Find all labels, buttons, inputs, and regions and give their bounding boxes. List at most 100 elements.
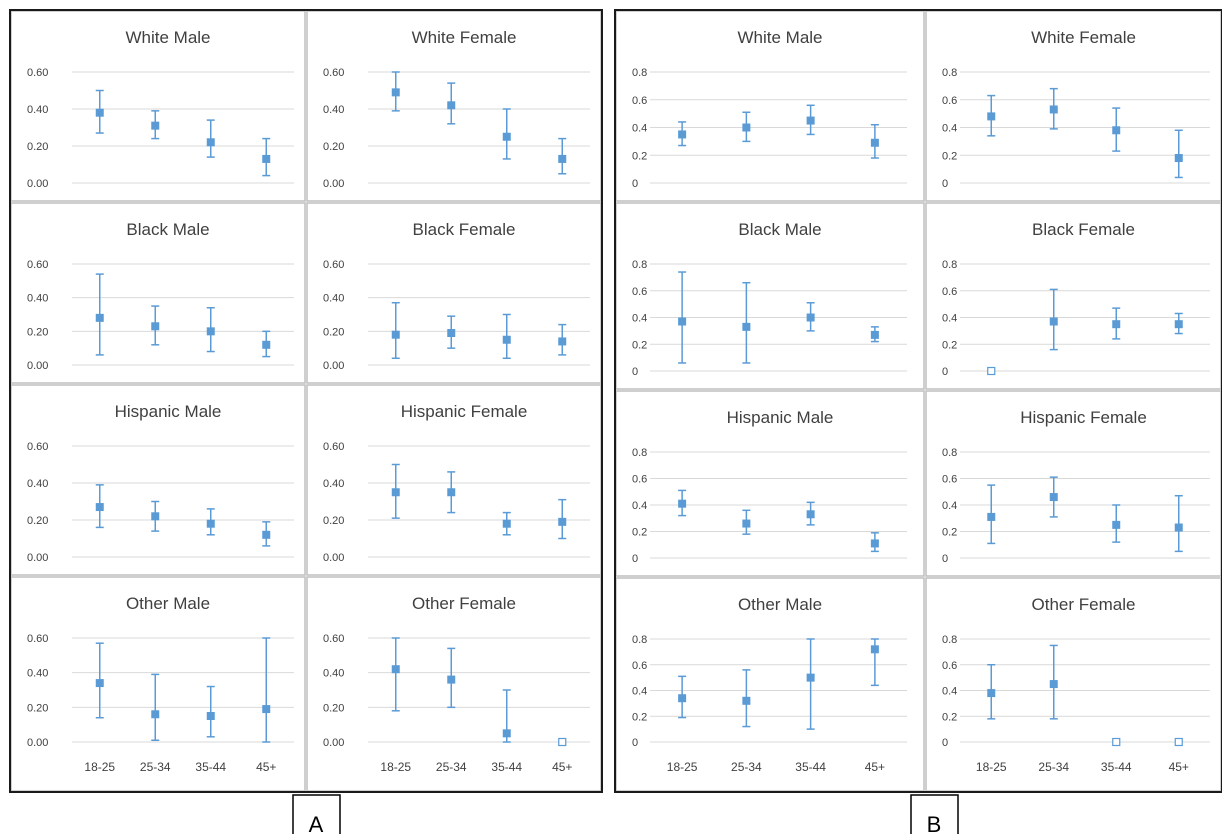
data-point — [1049, 493, 1058, 502]
data-point — [1174, 523, 1183, 532]
y-tick-label: 0.20 — [27, 702, 48, 714]
data-point — [870, 539, 879, 548]
y-tick-label: 0.2 — [632, 339, 647, 351]
panel-a-hispanic-male: Hispanic Male 0.60 0.40 0.20 0.00 — [27, 402, 294, 564]
panel-a-hispanic-female: Hispanic Female 0.60 0.40 0.20 0.00 — [323, 402, 590, 564]
y-tick-label: 0.8 — [942, 67, 957, 79]
panel-title: Black Male — [126, 220, 209, 239]
x-tick-label: 35-44 — [795, 760, 826, 774]
data-point — [151, 710, 160, 719]
data-point — [806, 313, 815, 322]
y-tick-label: 0.8 — [632, 67, 647, 79]
figure-label-b-box — [910, 794, 959, 834]
panel-b-black-female: Black Female 0.8 0.6 0.4 0.2 0 — [942, 220, 1210, 378]
y-tick-label: 0.2 — [632, 150, 647, 162]
data-point — [391, 665, 400, 674]
data-point — [1112, 520, 1121, 529]
y-tick-label: 0.4 — [632, 500, 647, 512]
panel-b-hispanic-male: Hispanic Male 0.8 0.6 0.4 0.2 0 — [632, 408, 907, 565]
x-tick-label: 45+ — [552, 760, 572, 774]
y-tick-label: 0 — [942, 366, 948, 378]
y-tick-label: 0.00 — [323, 178, 344, 190]
x-tick-label: 25-34 — [731, 760, 762, 774]
y-tick-label: 0.2 — [942, 150, 957, 162]
data-point — [151, 512, 160, 521]
data-point — [558, 337, 567, 346]
chart-group-b: White Male 0.8 0.6 0.4 0.2 0 White Female 0.8 0.… — [632, 28, 1210, 774]
data-point — [742, 123, 751, 132]
group-border-a — [9, 9, 603, 793]
x-tick-label: 18-25 — [380, 760, 411, 774]
y-tick-label: 0.00 — [27, 360, 48, 372]
x-tick-label: 18-25 — [976, 760, 1007, 774]
panel-a-black-female: Black Female 0.60 0.40 0.20 0.00 — [323, 220, 590, 372]
data-point — [95, 108, 104, 117]
y-tick-label: 0 — [632, 178, 638, 190]
panel-a-white-female: White Female 0.60 0.40 0.20 0.00 — [323, 28, 590, 190]
panel-a-white-male: White Male 0.60 0.40 0.20 0.00 — [27, 28, 294, 190]
panel-b-black-male: Black Male 0.8 0.6 0.4 0.2 0 — [632, 220, 907, 378]
data-point — [502, 519, 511, 528]
panel-title: Hispanic Female — [401, 402, 528, 421]
x-tick-label: 35-44 — [195, 760, 226, 774]
x-tick-label: 25-34 — [1038, 760, 1069, 774]
y-tick-label: 0.4 — [632, 123, 647, 135]
y-tick-label: 0.60 — [27, 259, 48, 271]
data-point — [262, 340, 271, 349]
y-tick-label: 0 — [632, 553, 638, 565]
figure-label-a: A — [309, 812, 324, 834]
y-tick-label: 0.4 — [942, 500, 957, 512]
data-point — [447, 675, 456, 684]
y-tick-label: 0.6 — [632, 95, 647, 107]
panel-b-white-female: White Female 0.8 0.6 0.4 0.2 0 — [942, 28, 1210, 190]
x-tick-label: 25-34 — [140, 760, 171, 774]
data-point — [502, 335, 511, 344]
data-point — [206, 327, 215, 336]
y-tick-label: 0.8 — [632, 259, 647, 271]
y-tick-label: 0.2 — [942, 527, 957, 539]
data-point — [558, 154, 567, 163]
x-tick-label: 18-25 — [84, 760, 115, 774]
data-point — [502, 729, 511, 738]
y-tick-label: 0.2 — [942, 711, 957, 723]
data-point — [95, 679, 104, 688]
y-tick-label: 0.6 — [942, 660, 957, 672]
y-tick-label: 0.60 — [27, 67, 48, 79]
data-point — [262, 530, 271, 539]
data-point — [742, 519, 751, 528]
y-tick-label: 0.40 — [323, 668, 344, 680]
y-tick-label: 0.20 — [323, 515, 344, 527]
data-point — [870, 330, 879, 339]
panel-b-other-female: Other Female 0.8 0.6 0.4 0.2 0 18-25 25-34 35-44… — [942, 595, 1210, 774]
data-point — [1049, 680, 1058, 689]
data-point — [678, 499, 687, 508]
data-point — [742, 696, 751, 705]
data-point — [806, 116, 815, 125]
data-point — [151, 322, 160, 331]
data-point — [987, 512, 996, 521]
y-tick-label: 0 — [942, 737, 948, 749]
y-tick-label: 0.6 — [942, 286, 957, 298]
panel-title: White Female — [1031, 28, 1136, 47]
panel-b-white-male: White Male 0.8 0.6 0.4 0.2 0 — [632, 28, 907, 190]
y-tick-label: 0.00 — [323, 737, 344, 749]
y-tick-label: 0.8 — [942, 634, 957, 646]
panel-title: Black Male — [738, 220, 821, 239]
y-tick-label: 0.40 — [27, 668, 48, 680]
data-point — [206, 138, 215, 147]
data-point — [1049, 105, 1058, 114]
y-tick-label: 0.20 — [323, 702, 344, 714]
data-point-empty — [558, 737, 567, 747]
y-tick-label: 0.8 — [942, 259, 957, 271]
data-point — [1049, 317, 1058, 326]
chart-group-a: White Male 0.60 0.40 0.20 0.00 White Female 0.… — [27, 28, 590, 774]
borders-layer — [9, 9, 1222, 793]
x-tick-label: 45+ — [256, 760, 276, 774]
y-tick-label: 0.40 — [27, 293, 48, 305]
y-tick-label: 0.4 — [942, 686, 957, 698]
panel-title: Black Female — [1032, 220, 1135, 239]
data-point — [806, 510, 815, 519]
data-point — [678, 130, 687, 139]
data-point — [1174, 154, 1183, 163]
